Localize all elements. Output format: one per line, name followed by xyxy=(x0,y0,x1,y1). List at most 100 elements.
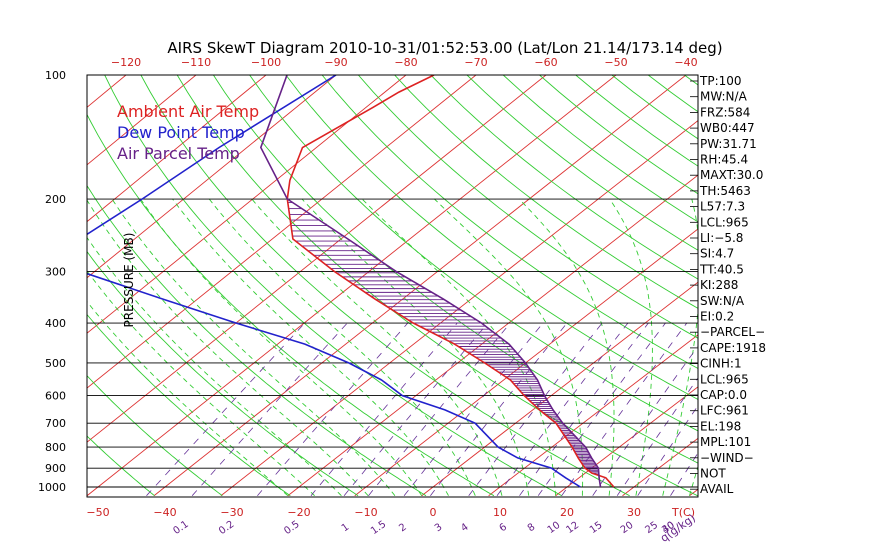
top-axis-tick-label: −120 xyxy=(111,56,141,69)
bottom-axis-tick-label: 20 xyxy=(560,506,574,519)
pressure-tick-label: 1000 xyxy=(38,481,66,494)
dry-adiabat xyxy=(104,75,563,497)
y-axis-label: PRESSURE (MB) xyxy=(122,233,136,328)
index-entry: KI:288 xyxy=(700,278,738,292)
index-entry: TT:40.5 xyxy=(699,262,744,276)
isotherm xyxy=(354,228,698,497)
isotherm xyxy=(488,334,698,497)
moist-adiabat xyxy=(208,198,476,496)
bottom-axis-tick-label: 30 xyxy=(627,506,641,519)
index-entry: SI:4.7 xyxy=(700,247,734,261)
mixing-ratio-line xyxy=(146,322,306,496)
moist-adiabat xyxy=(434,198,584,496)
legend-entry: Dew Point Temp xyxy=(117,123,245,142)
dry-adiabat xyxy=(357,75,698,339)
index-entry: NOT xyxy=(700,467,726,481)
moist-adiabat xyxy=(301,198,530,496)
mixing-ratio-line xyxy=(343,322,489,496)
cape-hatching xyxy=(287,202,599,475)
legend: Ambient Air Temp Dew Point Temp Air Parcel… xyxy=(117,102,259,163)
top-axis-tick-labels: −120 −110 −100 −90 −80 −70 −60 −50 −40 xyxy=(111,56,698,69)
moist-adiabat xyxy=(87,300,289,497)
isotherm xyxy=(555,386,698,497)
index-entry: LCL:965 xyxy=(700,215,749,229)
index-entry: TP:100 xyxy=(699,74,742,88)
index-entry: LFC:961 xyxy=(700,404,749,418)
isotherm xyxy=(87,75,617,497)
temperature-unit-label: T(C) xyxy=(671,506,695,519)
pressure-tick-label: 400 xyxy=(45,317,66,330)
bottom-axis-tick-label: 0 xyxy=(430,506,437,519)
bottom-axis-tick-label: −50 xyxy=(86,506,109,519)
dry-adiabat xyxy=(249,75,698,432)
pressure-tick-label: 600 xyxy=(45,390,66,403)
bottom-axis-tick-label: −30 xyxy=(220,506,243,519)
index-entry: CINH:1 xyxy=(700,357,742,371)
index-entry: L57:7.3 xyxy=(700,200,745,214)
moist-adiabat xyxy=(251,198,503,496)
pressure-tick-label: 300 xyxy=(45,266,66,279)
index-entry: RH:45.4 xyxy=(700,153,748,167)
series-line xyxy=(87,75,581,488)
pressure-gridlines xyxy=(87,198,698,488)
isotherm xyxy=(87,75,197,166)
dry-adiabat xyxy=(140,75,630,497)
isotherm xyxy=(87,75,407,334)
dry-adiabat xyxy=(321,75,698,370)
dry-adiabat xyxy=(87,313,291,497)
series-line xyxy=(259,75,602,488)
moist-adiabat xyxy=(172,198,449,496)
isotherm xyxy=(87,75,337,279)
moist-adiabat xyxy=(609,198,653,496)
moist-adiabat xyxy=(87,236,342,497)
index-entry: CAPE:1918 xyxy=(700,341,766,355)
top-axis-tick-label: −60 xyxy=(534,56,557,69)
dry-adiabat xyxy=(87,435,155,497)
dry-adiabat xyxy=(87,250,359,497)
bottom-axis-tick-label: −40 xyxy=(153,506,176,519)
pressure-tick-label: 200 xyxy=(45,193,66,206)
index-entry: MPL:101 xyxy=(700,435,751,449)
index-entry: AVAIL xyxy=(700,482,734,496)
top-axis-tick-label: −90 xyxy=(324,56,347,69)
mixing-ratio-line xyxy=(592,345,698,496)
index-entry: FRZ:584 xyxy=(700,105,750,119)
dry-adiabat xyxy=(176,75,698,497)
mixing-ratio-line xyxy=(561,322,688,496)
pressure-tick-label: 700 xyxy=(45,417,66,430)
mixing-ratio-line xyxy=(191,322,348,496)
index-entry: PW:31.71 xyxy=(700,137,757,151)
dry-adiabat xyxy=(466,75,698,251)
isotherm xyxy=(87,75,477,389)
index-entry: TH:5463 xyxy=(699,184,751,198)
mixing-ratio-line xyxy=(537,322,666,496)
mixing-ratio-line xyxy=(257,322,409,496)
index-entry: MW:N/A xyxy=(700,90,748,104)
isotherm xyxy=(87,75,267,223)
index-entry: WB0:447 xyxy=(700,121,755,135)
moist-adiabat xyxy=(87,270,315,497)
moist-adiabat xyxy=(140,198,423,496)
dry-adiabat xyxy=(430,75,698,280)
top-axis-tick-label: −70 xyxy=(464,56,487,69)
bottom-axis-tick-label: 10 xyxy=(493,506,507,519)
bottom-axis-tick-labels: −50 −40 −30 −20 −10 0 10 20 30 xyxy=(86,506,641,519)
legend-entry: Ambient Air Temp xyxy=(117,102,259,121)
mixing-ratio-line xyxy=(403,322,544,496)
index-entry: EL:198 xyxy=(700,419,741,433)
moist-adiabat xyxy=(689,464,698,496)
index-entry: LI:−5.8 xyxy=(700,231,743,245)
moist-adiabat xyxy=(111,198,396,496)
dry-adiabat xyxy=(285,75,698,400)
index-entry: EI:0.2 xyxy=(700,310,734,324)
mixing-ratio-label: 1 xyxy=(340,522,352,535)
mixing-ratio-label: 6 xyxy=(498,522,510,535)
top-axis-tick-label: −50 xyxy=(604,56,627,69)
mixing-ratio-label: 8 xyxy=(526,522,538,535)
top-axis-tick-label: −100 xyxy=(251,56,281,69)
moist-adiabat xyxy=(361,198,557,496)
pressure-tick-label: 500 xyxy=(45,357,66,370)
chart-title: AIRS SkewT Diagram 2010-10-31/01:52:53.0… xyxy=(167,39,722,57)
